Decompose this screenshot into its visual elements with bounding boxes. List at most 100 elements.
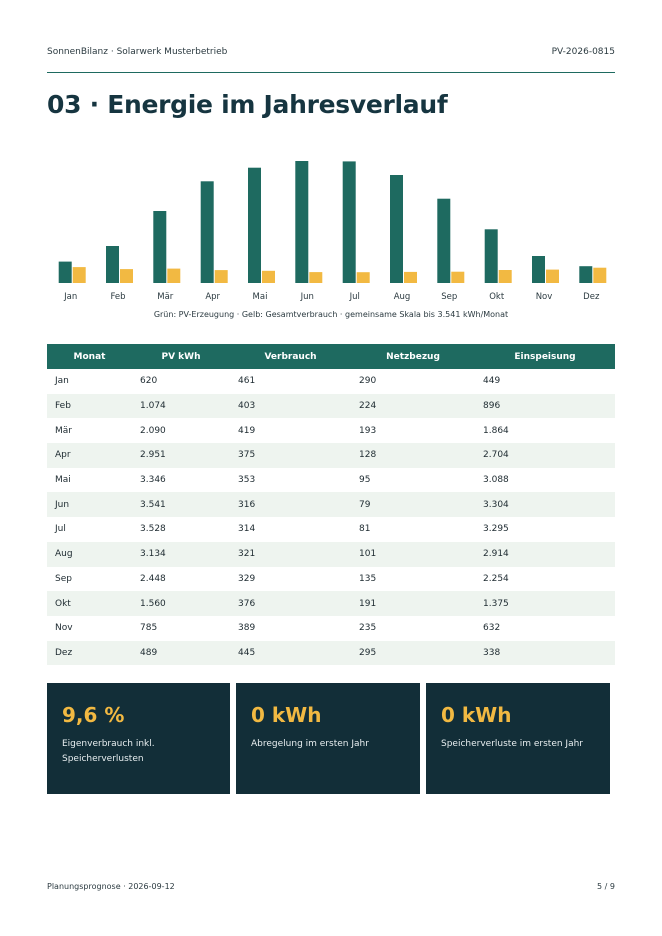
cell-feed-in: 632 <box>483 623 501 634</box>
cell-grid-import: 101 <box>351 541 475 567</box>
cell-grid-import: 295 <box>351 640 475 666</box>
consumption-bar <box>262 270 275 283</box>
x-tick-label: Okt <box>489 292 505 302</box>
cell-consumption: 314 <box>238 524 256 535</box>
cell-pv: 3.541 <box>132 492 230 518</box>
consumption-bar <box>167 268 181 283</box>
kpi-label: Abregelung im ersten Jahr <box>251 739 369 749</box>
cell-pv: 3.346 <box>140 475 166 486</box>
column-header-verbrauch: Verbrauch <box>230 344 351 369</box>
cell-grid-import: 235 <box>359 623 377 634</box>
consumption-bar <box>214 270 228 283</box>
cell-feed-in: 338 <box>475 640 615 666</box>
cell-consumption: 461 <box>238 376 256 387</box>
cell-month: Dez <box>47 640 132 666</box>
x-tick-label: Mär <box>157 292 174 302</box>
table-row: Apr 2.951 375 128 2.704 <box>47 443 615 468</box>
cell-consumption: 321 <box>230 541 351 567</box>
cell-grid-import: 79 <box>351 492 475 518</box>
cell-feed-in: 449 <box>483 376 501 387</box>
page-title: 03 · Energie im Jahresverlauf <box>47 90 448 119</box>
cell-month: Mär <box>55 425 72 436</box>
cell-feed-in: 896 <box>475 393 615 419</box>
cell-feed-in: 1.375 <box>475 591 615 616</box>
cell-month: Jul <box>55 524 66 535</box>
kpi-value: 9,6 % <box>62 703 125 727</box>
consumption-bar <box>498 270 512 283</box>
cell-grid-import: 290 <box>359 376 377 387</box>
pv-bar <box>532 256 545 283</box>
pv-bar <box>342 161 356 283</box>
cell-month: Apr <box>47 443 132 468</box>
x-tick-label: Sep <box>441 292 457 302</box>
cell-consumption: 353 <box>238 475 256 486</box>
cell-feed-in: 2.704 <box>475 443 615 468</box>
pv-bar <box>200 181 214 283</box>
column-header-netzbezug: Netzbezug <box>351 344 475 369</box>
monthly-energy-table: Monat PV kWh Verbrauch Netzbezug Einspei… <box>47 344 615 666</box>
cell-grid-import: 224 <box>351 393 475 419</box>
kpi-value: 0 kWh <box>251 703 322 727</box>
pv-bar <box>295 161 309 283</box>
table-row: Jul 3.528 314 81 3.295 <box>47 517 615 542</box>
cell-feed-in: 3.088 <box>483 475 509 486</box>
x-tick-label: Mai <box>253 292 268 302</box>
x-tick-label: Jan <box>63 292 77 302</box>
pv-bar <box>248 167 261 283</box>
cell-consumption: 375 <box>230 443 351 468</box>
cell-feed-in: 1.864 <box>483 425 509 436</box>
chart-canvas: Jan Feb Mär Apr Mai Jun Jul Aug Sep Okt Nov Dez <box>58 161 607 302</box>
consumption-bar <box>120 269 133 283</box>
table-body: Jan 620 461 290 449 Feb 1.074 403 224 896 Mär 2.090… <box>47 369 615 666</box>
cell-feed-in: 3.295 <box>483 524 509 535</box>
kpi-card-storage-losses: 0 kWh Speicherverluste im ersten Jahr <box>426 683 610 794</box>
x-tick-label: Dez <box>583 292 600 302</box>
cell-consumption: 316 <box>230 492 351 518</box>
cell-consumption: 403 <box>230 393 351 419</box>
cell-month: Mai <box>55 475 71 486</box>
cell-feed-in: 2.914 <box>475 541 615 567</box>
cell-month: Sep <box>55 573 72 584</box>
x-tick-label: Jun <box>300 292 314 302</box>
cell-consumption: 445 <box>230 640 351 666</box>
document-id: PV-2026-0815 <box>551 47 615 57</box>
cell-pv: 2.090 <box>140 425 166 436</box>
consumption-bar <box>404 271 417 283</box>
kpi-label: Eigenverbrauch inkl. Speicherverlusten <box>62 739 155 764</box>
cell-consumption: 419 <box>238 425 256 436</box>
x-tick-label: Nov <box>536 292 553 302</box>
pv-bar <box>437 198 451 283</box>
pv-bar <box>106 246 119 283</box>
table-header-row: Monat PV kWh Verbrauch Netzbezug Einspei… <box>47 344 615 369</box>
page-header: SonnenBilanz · Solarwerk Musterbetrieb P… <box>47 45 615 73</box>
cell-grid-import: 81 <box>359 524 371 535</box>
consumption-bar <box>593 267 607 283</box>
page-number: 5 / 9 <box>597 882 615 891</box>
cell-month: Jan <box>55 376 69 387</box>
cell-pv: 3.528 <box>140 524 166 535</box>
pv-bar <box>58 261 72 283</box>
cell-pv: 1.074 <box>132 393 230 419</box>
pv-bar <box>579 266 593 283</box>
consumption-bar <box>72 267 86 283</box>
cell-grid-import: 191 <box>351 591 475 616</box>
footer-date: Planungsprognose · 2026-09-12 <box>47 882 175 891</box>
cell-consumption: 389 <box>238 623 256 634</box>
cell-month: Feb <box>47 393 132 419</box>
column-header-einspeisung: Einspeisung <box>475 344 615 369</box>
cell-consumption: 376 <box>230 591 351 616</box>
table-row: Sep 2.448 329 135 2.254 <box>47 567 615 592</box>
table-row: Dez 489 445 295 338 <box>47 640 615 666</box>
x-tick-label: Aug <box>394 292 411 302</box>
kpi-value: 0 kWh <box>441 703 512 727</box>
brand-label: SonnenBilanz · Solarwerk Musterbetrieb <box>47 47 228 57</box>
consumption-bar <box>546 269 559 283</box>
cell-pv: 2.951 <box>132 443 230 468</box>
column-header-pv: PV kWh <box>132 344 230 369</box>
cell-pv: 3.134 <box>132 541 230 567</box>
cell-pv: 620 <box>140 376 158 387</box>
cell-month: Aug <box>47 541 132 567</box>
consumption-bar <box>451 271 465 283</box>
kpi-label: Speicherverluste im ersten Jahr <box>441 739 583 749</box>
column-header-monat: Monat <box>47 344 132 369</box>
